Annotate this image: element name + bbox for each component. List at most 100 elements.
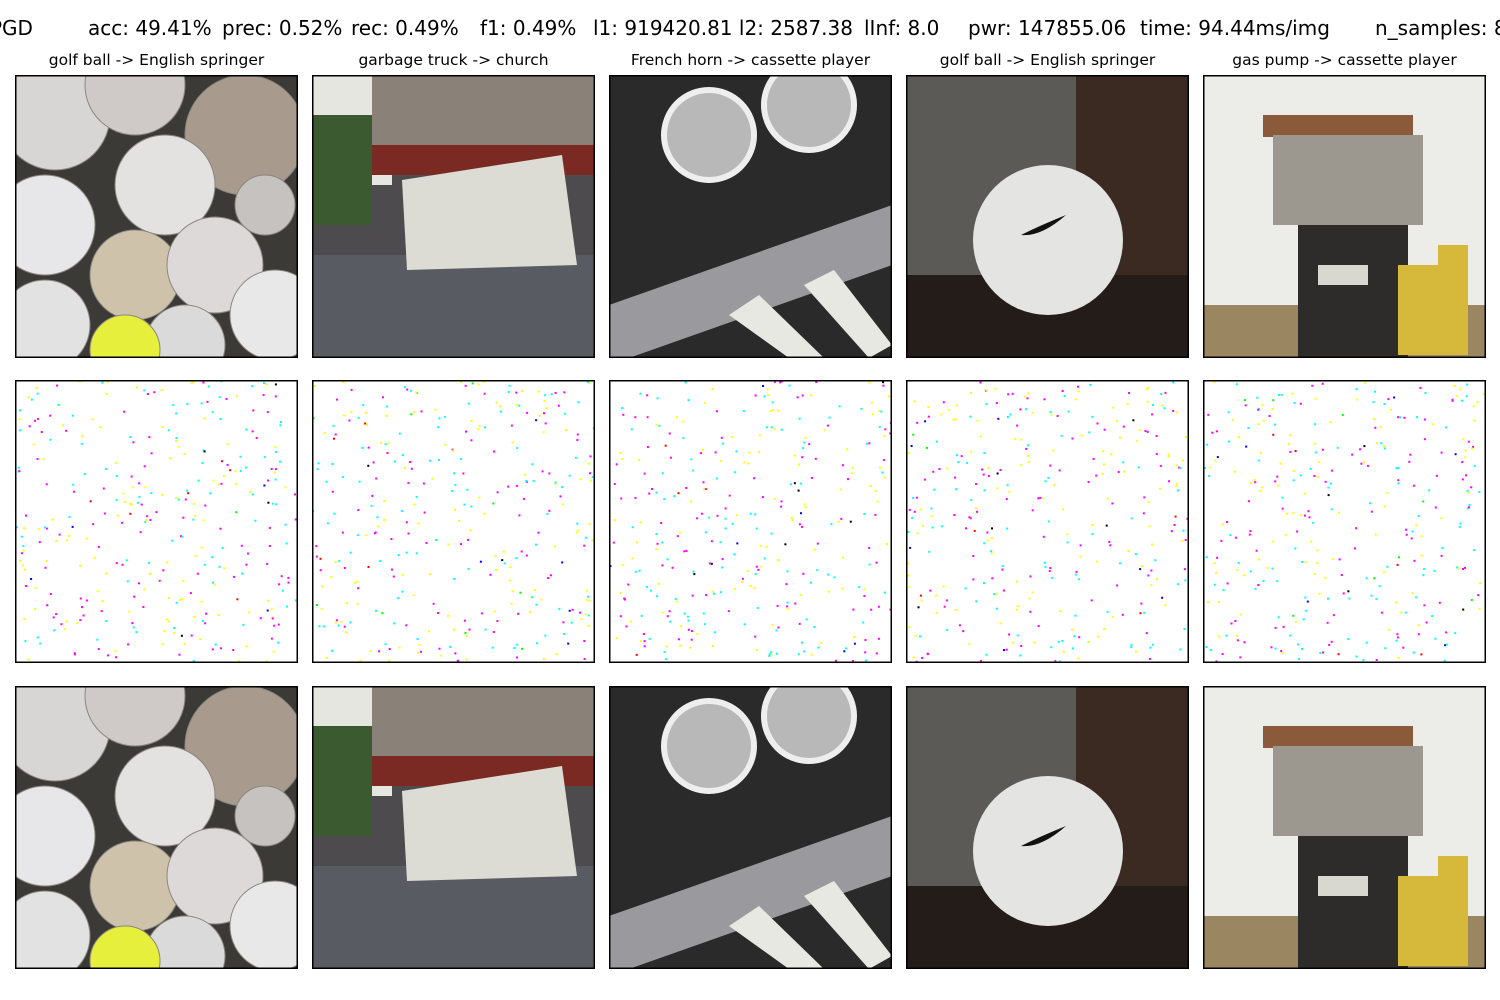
noise-dot [274, 383, 277, 386]
noise-dot [1159, 487, 1161, 490]
noise-dot [1307, 510, 1310, 513]
noise-dot [397, 597, 400, 600]
noise-dot [126, 580, 129, 583]
noise-dot [1239, 613, 1242, 616]
noise-dot [881, 471, 884, 474]
noise-dot [1314, 451, 1317, 454]
noise-dot [616, 637, 618, 640]
noise-dot [860, 407, 863, 410]
bg [312, 380, 595, 663]
noise-dot [410, 389, 413, 392]
noise-dot [660, 522, 663, 524]
noise-dot [965, 527, 967, 530]
noise-dot [1409, 453, 1412, 456]
noise-dot [132, 626, 135, 629]
tree [312, 115, 372, 225]
noise-dot [849, 520, 852, 523]
noise-dot [555, 653, 558, 656]
noise-dot [93, 556, 96, 559]
noise-dot [958, 624, 961, 627]
noise-dot [1126, 403, 1129, 406]
noise-dot [1313, 573, 1316, 576]
noise-dot [265, 660, 268, 663]
noise-dot [724, 517, 727, 520]
noise-dot [1280, 393, 1283, 396]
noise-dot [229, 469, 232, 472]
noise-dot [1170, 530, 1173, 533]
noise-dot [931, 526, 934, 529]
noise-dot [205, 612, 208, 615]
noise-dot [1151, 543, 1153, 546]
noise-dot [1112, 406, 1115, 409]
noise-dot [1271, 408, 1274, 410]
noise-dot [122, 492, 125, 495]
noise-dot [175, 496, 177, 499]
noise-dot [1467, 440, 1470, 443]
noise-dot [364, 411, 367, 414]
noise-dot [454, 508, 456, 511]
noise-dot [1451, 399, 1454, 402]
noise-dot [272, 650, 275, 653]
noise-dot [945, 599, 948, 602]
noise-dot [1330, 469, 1333, 472]
noise-dot [271, 617, 274, 620]
noise-dot [619, 452, 622, 455]
noise-dot [143, 389, 146, 392]
noise-dot [1299, 402, 1302, 405]
noise-dot [406, 388, 409, 391]
noise-dot [1412, 651, 1415, 654]
noise-dot [1161, 404, 1164, 407]
noise-dot [36, 458, 39, 460]
noise-dot [1432, 423, 1435, 426]
noise-dot [1375, 659, 1378, 661]
noise-dot [639, 392, 642, 395]
noise-dot [349, 621, 352, 624]
noise-dot [1184, 579, 1187, 582]
noise-dot [173, 627, 176, 629]
noise-dot [912, 656, 915, 659]
noise-dot [1179, 648, 1182, 651]
noise-dot [148, 436, 151, 439]
noise-dot [1053, 484, 1056, 487]
noise-dot [25, 585, 28, 587]
noise-dot [719, 541, 722, 544]
noise-dot [969, 517, 972, 520]
noise-dot [1236, 634, 1239, 637]
noise-dot [798, 417, 801, 420]
noise-dot [1049, 464, 1052, 467]
noise-dot [704, 401, 706, 404]
noise-dot [460, 457, 462, 460]
noise-dot [550, 393, 553, 396]
noise-dot [19, 409, 21, 412]
noise-dot [515, 557, 518, 559]
original-image [906, 75, 1189, 358]
noise-dot [251, 385, 254, 388]
noise-dot [1397, 416, 1400, 419]
noise-dot [79, 564, 82, 567]
noise-dot [234, 482, 237, 485]
noise-dot [200, 402, 203, 405]
noise-dot [418, 644, 421, 646]
noise-dot [1044, 565, 1047, 568]
noise-dot [1471, 447, 1473, 450]
noise-dot [1181, 539, 1184, 542]
noise-dot [930, 515, 933, 518]
noise-dot [192, 518, 195, 521]
noise-dot [1470, 486, 1473, 489]
noise-dot [400, 510, 403, 512]
noise-dot [1395, 601, 1398, 604]
noise-dot [798, 523, 801, 526]
noise-dot [1101, 473, 1104, 475]
ball [229, 269, 298, 358]
noise-dot [1143, 496, 1146, 499]
noise-dot [785, 583, 788, 586]
noise-dot [240, 544, 243, 547]
noise-dot [1096, 422, 1099, 425]
noise-dot [1111, 616, 1114, 618]
noise-dot [223, 567, 226, 570]
noise-dot [1215, 571, 1218, 574]
noise-dot [452, 449, 455, 452]
noise-dot [36, 392, 39, 395]
noise-dot [467, 568, 470, 570]
noise-dot [749, 584, 752, 587]
